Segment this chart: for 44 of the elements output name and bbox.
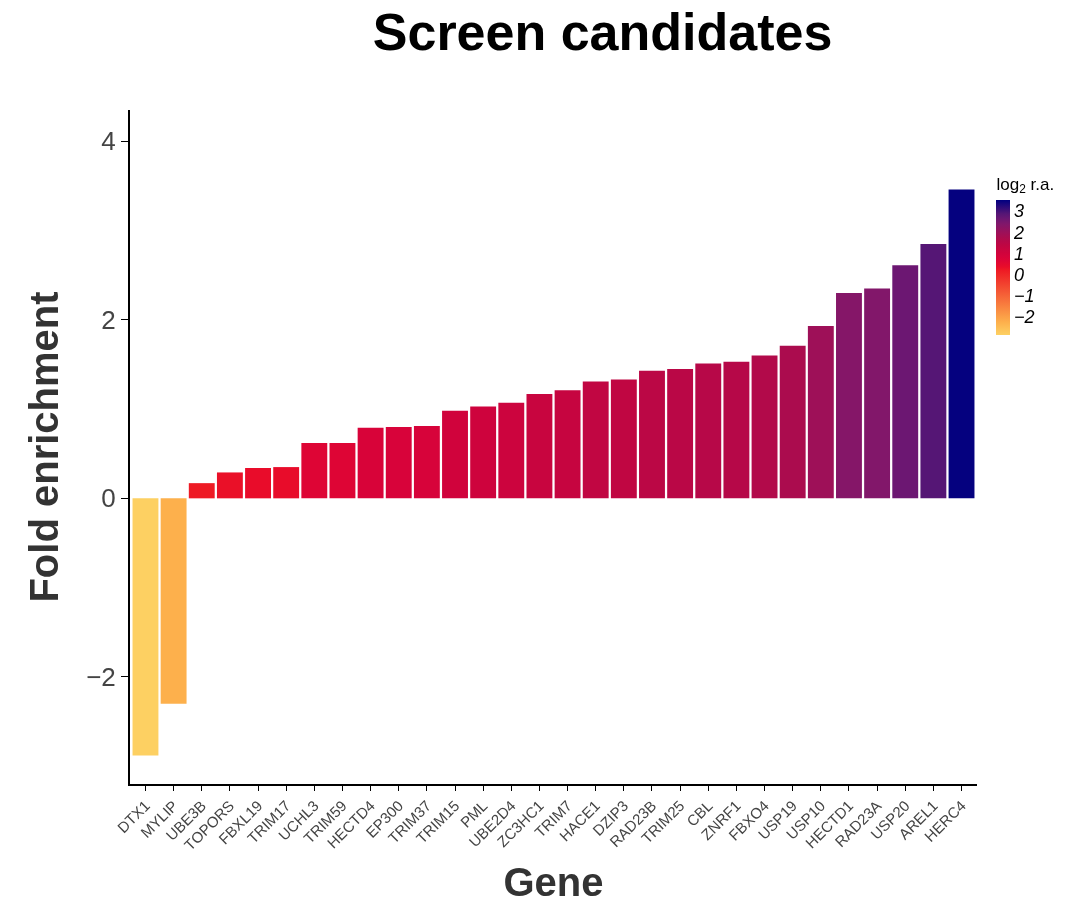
bar xyxy=(329,442,356,499)
bar xyxy=(498,402,525,499)
bar xyxy=(526,393,553,499)
y-tick-label: 2 xyxy=(101,304,116,335)
color-bar-label: 3 xyxy=(1014,201,1025,222)
bar xyxy=(554,390,581,499)
color-bar-label: 2 xyxy=(1013,222,1025,243)
y-tick-label: −2 xyxy=(86,661,116,692)
y-tick-label: 0 xyxy=(101,483,116,514)
bar xyxy=(779,345,806,499)
bar xyxy=(188,483,215,499)
bar xyxy=(667,368,694,499)
bar xyxy=(273,467,300,499)
bar xyxy=(751,355,778,499)
bar xyxy=(920,243,947,499)
color-bar-label: 0 xyxy=(1014,264,1025,285)
bar xyxy=(442,410,468,499)
bar xyxy=(948,189,975,499)
color-bar-title: log$_{2}$ r.a. xyxy=(996,174,1055,197)
color-bar-label: 1 xyxy=(1014,243,1025,264)
bar xyxy=(892,265,919,499)
color-bar-label: −1 xyxy=(1014,286,1035,307)
y-axis-title: Fold enrichment xyxy=(22,291,67,603)
bar xyxy=(639,370,665,499)
bar xyxy=(723,361,750,499)
chart-title: Screen candidates xyxy=(372,3,833,62)
bar xyxy=(132,498,159,756)
bar xyxy=(836,293,862,499)
bar xyxy=(216,472,243,499)
bar xyxy=(470,406,497,499)
bar xyxy=(610,379,637,499)
y-tick-label: 4 xyxy=(101,126,116,157)
bar xyxy=(695,363,722,499)
bar xyxy=(807,326,834,499)
bar xyxy=(357,427,384,499)
bar xyxy=(160,498,187,704)
bar xyxy=(413,426,440,499)
x-axis-title: Gene xyxy=(503,859,604,904)
color-bar-label: −2 xyxy=(1014,307,1035,328)
bar xyxy=(864,288,891,499)
bar xyxy=(301,442,328,499)
bar xyxy=(582,381,609,499)
bar xyxy=(385,426,412,499)
bar xyxy=(245,467,271,499)
